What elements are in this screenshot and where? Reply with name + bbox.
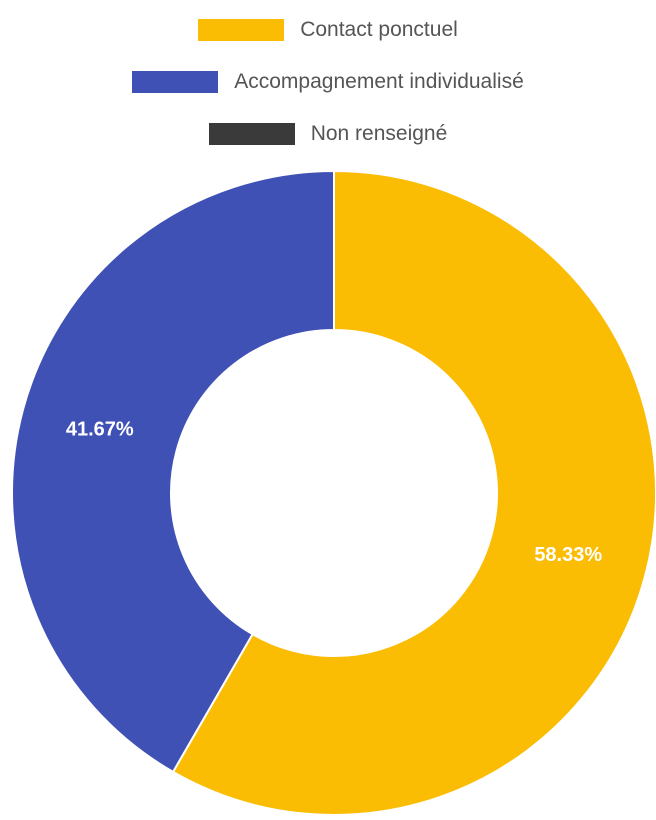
legend-swatch: [132, 71, 219, 93]
legend-item[interactable]: Accompagnement individualisé: [132, 62, 524, 102]
legend-swatch: [208, 123, 295, 145]
legend-item[interactable]: Non renseigné: [208, 114, 448, 154]
legend-label: Non renseigné: [310, 122, 448, 145]
legend-label: Contact ponctuel: [300, 18, 458, 41]
slice-label: 58.33%: [534, 544, 602, 566]
legend-item[interactable]: Contact ponctuel: [198, 10, 458, 50]
legend: Contact ponctuel Accompagnement individua…: [0, 10, 656, 154]
legend-swatch: [198, 19, 285, 41]
slice: [11, 169, 335, 774]
legend-label: Accompagnement individualisé: [234, 70, 524, 93]
slice-label: 41.67%: [66, 419, 134, 441]
slice: [171, 169, 656, 816]
